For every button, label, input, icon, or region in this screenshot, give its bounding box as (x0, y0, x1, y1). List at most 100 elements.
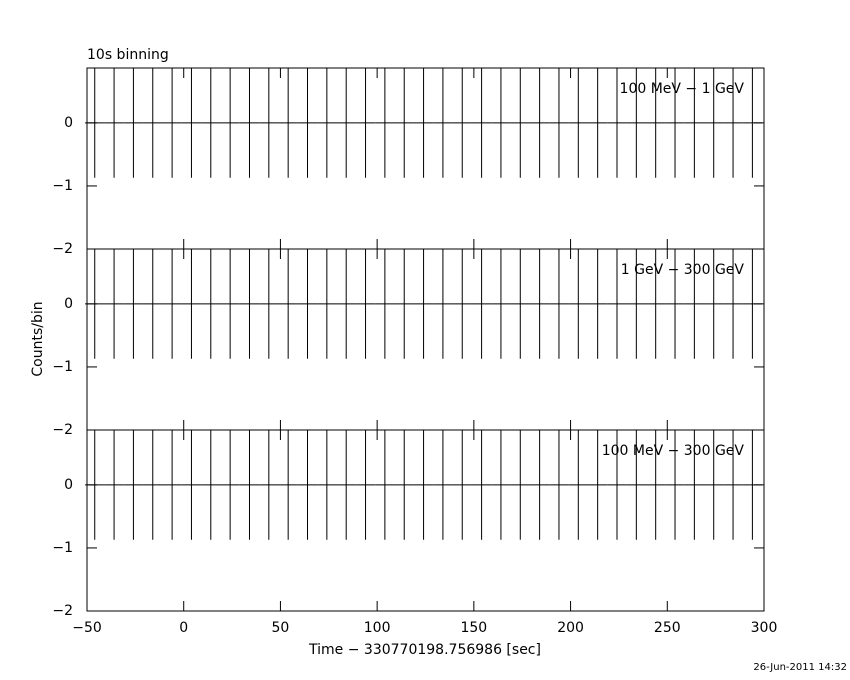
error-bar (684, 430, 705, 540)
error-bar (433, 430, 453, 540)
error-bar (375, 249, 395, 359)
error-bar (162, 68, 182, 178)
error-bar (278, 68, 298, 178)
error-bar (278, 430, 298, 540)
timestamp: 26-Jun-2011 14:32 (753, 662, 847, 673)
error-bar (394, 68, 414, 178)
error-bar (568, 68, 588, 178)
x-tick-label: 150 (460, 620, 487, 636)
error-bar (413, 430, 434, 540)
error-bar (181, 249, 202, 359)
error-bar (336, 68, 356, 178)
error-bar (471, 430, 492, 540)
error-bar (239, 68, 260, 178)
y-tick-label: −2 (52, 241, 73, 257)
error-bar (375, 430, 395, 540)
error-bar (297, 249, 318, 359)
error-bar (162, 249, 182, 359)
error-bar (742, 68, 763, 178)
x-axis-label: Time − 330770198.756986 [sec] (308, 642, 541, 658)
error-bar (452, 430, 472, 540)
error-bar (239, 249, 260, 359)
error-bar (568, 249, 588, 359)
y-tick-label: 0 (64, 477, 73, 493)
error-bar (317, 249, 337, 359)
chart-title: 10s binning (87, 47, 169, 63)
error-bar (723, 249, 743, 359)
error-bar (259, 249, 279, 359)
error-bar (607, 430, 627, 540)
error-bar (162, 430, 182, 540)
error-bar (220, 430, 240, 540)
error-bar (317, 430, 337, 540)
error-bar (529, 68, 550, 178)
y-tick-label: −1 (52, 359, 73, 375)
error-bar (123, 430, 144, 540)
x-tick-label: 50 (272, 620, 290, 636)
y-tick-label: 0 (64, 115, 73, 131)
error-bar (259, 430, 279, 540)
error-bar (201, 68, 221, 178)
x-tick-label: 0 (179, 620, 188, 636)
error-bar (452, 249, 472, 359)
error-bar (104, 430, 124, 540)
error-bar (394, 430, 414, 540)
y-tick-label: −1 (52, 540, 73, 556)
error-bar (491, 68, 511, 178)
error-bar (336, 249, 356, 359)
error-bar (85, 249, 105, 359)
error-bar (297, 68, 318, 178)
error-bar (491, 249, 511, 359)
x-tick-label: 100 (364, 620, 391, 636)
error-bar (201, 249, 221, 359)
error-bar (452, 68, 472, 178)
error-bar (626, 68, 647, 178)
panel-label: 100 MeV − 1 GeV (620, 81, 745, 97)
y-axis-label: Counts/bin (30, 301, 46, 376)
error-bar (143, 68, 163, 178)
error-bar (259, 68, 279, 178)
error-bar (529, 249, 550, 359)
error-bar (742, 249, 763, 359)
error-bar (704, 68, 724, 178)
x-tick-label: −50 (72, 620, 102, 636)
error-bar (529, 430, 550, 540)
error-bar (297, 430, 318, 540)
error-bar (413, 68, 434, 178)
error-bar (394, 249, 414, 359)
panel-label: 1 GeV − 300 GeV (621, 262, 745, 278)
error-bar (278, 249, 298, 359)
error-bar (587, 249, 608, 359)
error-bar (143, 430, 163, 540)
error-bar (704, 249, 724, 359)
error-bar (143, 249, 163, 359)
error-bar (471, 68, 492, 178)
error-bar (355, 249, 376, 359)
error-bar (413, 249, 434, 359)
panel-frame (86, 429, 765, 612)
error-bar (549, 249, 569, 359)
error-bar (104, 68, 124, 178)
error-bar (646, 68, 666, 178)
error-bar (607, 68, 627, 178)
error-bar (626, 430, 647, 540)
error-bar (239, 430, 260, 540)
error-bar (85, 68, 105, 178)
error-bar (704, 430, 724, 540)
error-bar (723, 430, 743, 540)
x-tick-label: 300 (751, 620, 778, 636)
error-bar (549, 68, 569, 178)
y-tick-label: 0 (64, 296, 73, 312)
error-bar (491, 430, 511, 540)
error-bar (104, 249, 124, 359)
y-tick-label: −2 (52, 422, 73, 438)
y-tick-label: −1 (52, 178, 73, 194)
error-bar (375, 68, 395, 178)
error-bar (587, 430, 608, 540)
error-bar (355, 68, 376, 178)
error-bar (510, 430, 530, 540)
error-bar (587, 68, 608, 178)
y-tick-label: −2 (52, 603, 73, 619)
error-bar (723, 68, 743, 178)
error-bar (181, 430, 202, 540)
